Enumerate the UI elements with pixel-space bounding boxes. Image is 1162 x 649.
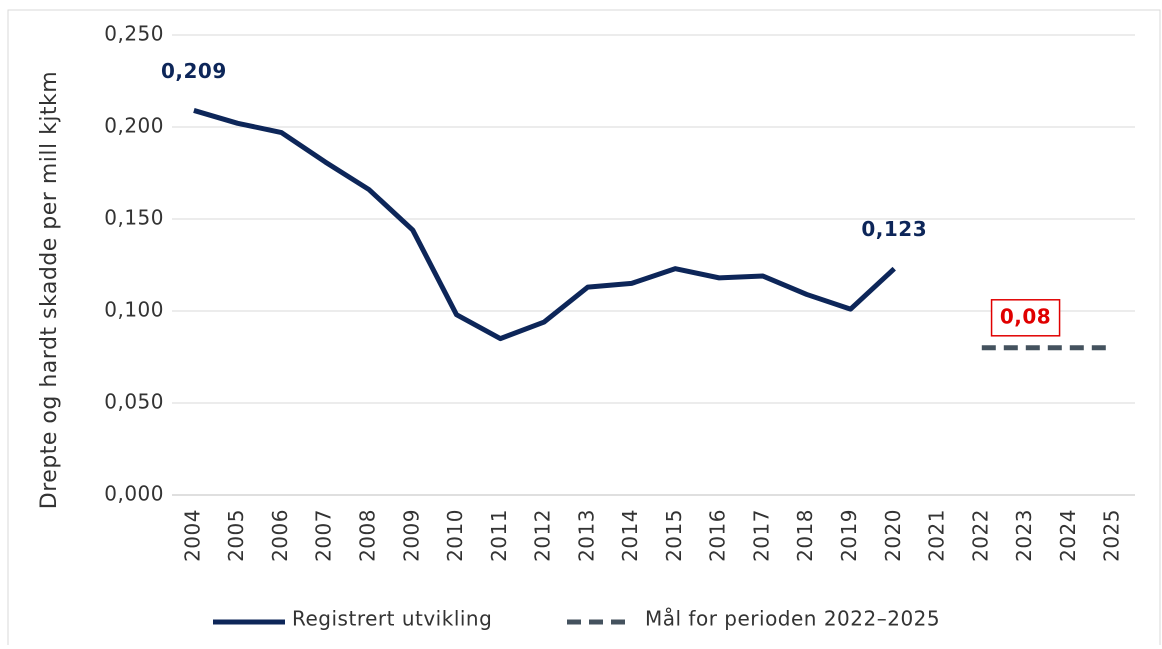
x-tick-label: 2007 (312, 509, 336, 562)
x-tick-label: 2025 (1100, 509, 1124, 562)
x-tick-label: 2018 (793, 509, 817, 562)
label-box (990, 299, 1061, 337)
x-tick-label: 2016 (706, 509, 730, 562)
x-tick-label: 2008 (355, 509, 379, 562)
chart-frame (7, 9, 1161, 649)
x-tick-label: 2009 (399, 509, 423, 562)
y-tick-label: 0,000 (104, 482, 164, 506)
legend-label: Registrert utvikling (292, 607, 492, 631)
x-tick-label: 2017 (749, 509, 773, 562)
x-tick-label: 2022 (968, 509, 992, 562)
x-tick-label: 2013 (574, 509, 598, 562)
x-tick-label: 2020 (881, 509, 905, 562)
x-tick-label: 2012 (531, 509, 555, 562)
data-label: 0,209 (161, 59, 227, 83)
y-tick-label: 0,100 (104, 298, 164, 322)
data-label: 0,08 (1000, 304, 1051, 328)
x-tick-label: 2006 (268, 509, 292, 562)
legend-label: Mål for perioden 2022–2025 (645, 607, 940, 631)
x-tick-label: 2021 (925, 509, 949, 562)
x-tick-label: 2014 (618, 509, 642, 562)
x-tick-label: 2023 (1012, 509, 1036, 562)
x-tick-label: 2011 (487, 509, 511, 562)
x-tick-label: 2005 (224, 509, 248, 562)
y-tick-label: 0,200 (104, 114, 164, 138)
series-line (193, 108, 896, 342)
x-tick-label: 2004 (180, 509, 204, 562)
y-tick-label: 0,150 (104, 206, 164, 230)
y-tick-label: 0,250 (104, 22, 164, 46)
y-tick-label: 0,050 (104, 390, 164, 414)
data-label: 0,123 (861, 217, 927, 241)
x-tick-label: 2024 (1056, 509, 1080, 562)
x-tick-label: 2019 (837, 509, 861, 562)
x-tick-label: 2015 (662, 509, 686, 562)
y-axis-title: Drepte og hardt skadde per mill kjtkm (37, 71, 62, 509)
x-tick-label: 2010 (443, 509, 467, 562)
